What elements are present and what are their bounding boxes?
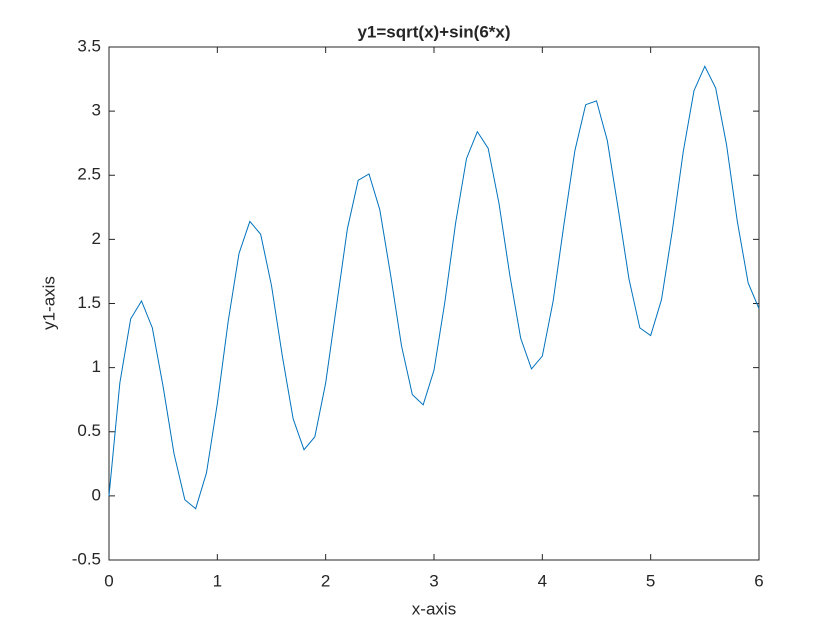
x-tick-label: 0	[104, 571, 113, 590]
y-tick-label: 0.5	[77, 421, 101, 440]
chart-title: y1=sqrt(x)+sin(6*x)	[357, 22, 510, 41]
x-axis-label: x-axis	[412, 599, 456, 618]
y-tick-label: 3	[92, 101, 101, 120]
y-tick-label: 1	[92, 357, 101, 376]
y-tick-label: 3.5	[77, 36, 101, 55]
data-line	[108, 65, 760, 510]
x-tick-label: 5	[646, 571, 655, 590]
y-tick-label: 2.5	[77, 165, 101, 184]
y-tick-label: 2	[92, 229, 101, 248]
x-tick-label: 6	[754, 571, 763, 590]
x-tick-label: 1	[213, 571, 222, 590]
y-tick-label: -0.5	[72, 549, 101, 568]
y-axis-label: y1-axis	[39, 276, 58, 330]
x-tick-label: 4	[538, 571, 547, 590]
y-tick-label: 0	[92, 485, 101, 504]
y-tick-label: 1.5	[77, 293, 101, 312]
x-tick-label: 2	[321, 571, 330, 590]
x-tick-label: 3	[429, 571, 438, 590]
